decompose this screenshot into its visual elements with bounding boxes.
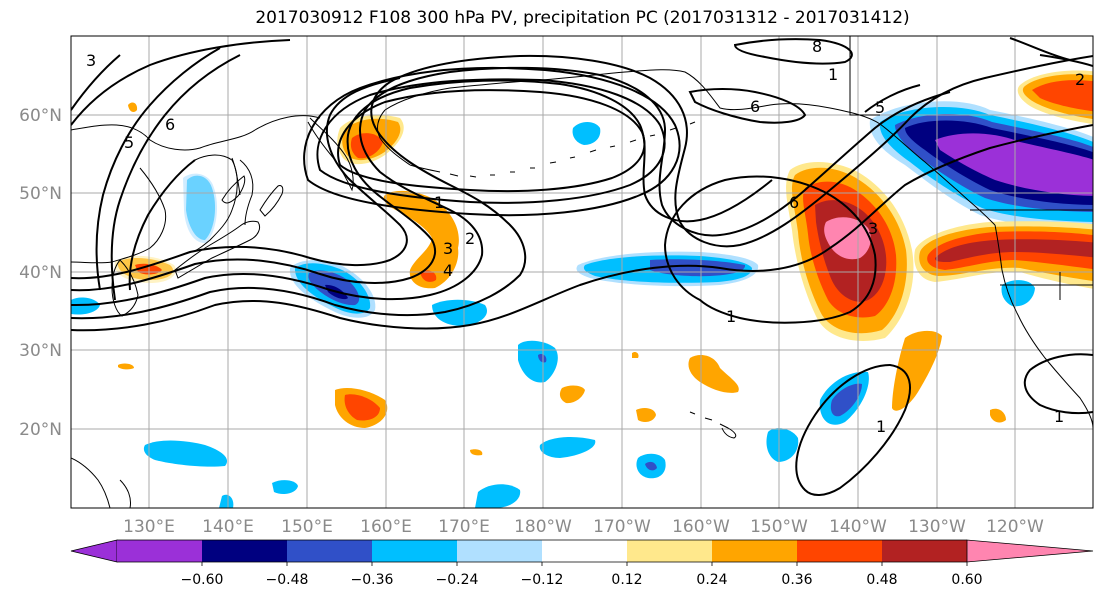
colorbar-tick: 0.12 [611,572,642,588]
colorbar-segment [457,540,542,562]
lon-label: 120°W [986,517,1044,537]
colorbar-segment [202,540,287,562]
lon-label: 170°E [438,517,490,537]
contour-label: 6 [789,193,799,212]
colorbar-tick: 0.24 [696,572,727,588]
contour-label: 1 [434,193,444,212]
latitude-labels: 60°N 50°N 40°N 30°N 20°N [19,106,62,440]
colorbar-tick: −0.36 [351,572,394,588]
contour-label: 4 [443,261,453,280]
lon-label: 130°W [908,517,966,537]
colorbar-segment [627,540,712,562]
contour-label: 3 [86,51,96,70]
contour-label: 3 [443,239,453,258]
colorbar-arrow-left [70,539,118,563]
colorbar-tick: 0.48 [866,572,897,588]
map-title: 2017030912 F108 300 hPa PV, precipitatio… [255,8,910,28]
colorbar-arrow-right [966,539,1094,563]
lon-label: 170°W [593,517,651,537]
contour-label: 2 [1075,70,1085,89]
colorbar-segment [117,540,202,562]
colorbar-segment [797,540,882,562]
longitude-labels: 130°E 140°E 150°E 160°E 170°E 180°W 170°… [123,517,1044,537]
lat-label: 60°N [19,106,62,126]
contour-label: 8 [812,37,822,56]
lon-label: 150°E [281,517,333,537]
colorbar-segment [287,540,372,562]
contour-label: 1 [876,417,886,436]
contour-label: 2 [465,229,475,248]
lat-label: 40°N [19,263,62,283]
contour-label: 6 [165,115,175,134]
lon-label: 140°W [829,517,887,537]
contour-label: 3 [868,219,878,238]
lat-label: 50°N [19,184,62,204]
lon-label: 140°E [202,517,254,537]
lon-label: 180°W [514,517,572,537]
colorbar-tick: −0.24 [436,572,479,588]
lat-label: 30°N [19,341,62,361]
colorbar-segment [542,540,627,562]
lat-label: 20°N [19,420,62,440]
contour-label: 5 [875,98,885,117]
gridlines [71,36,1093,508]
contour-label: 1 [828,65,838,84]
map-frame [70,35,1094,509]
colorbar-segment [372,540,457,562]
colorbar: −0.60 −0.48 −0.36 −0.24 −0.12 0.12 0.24 … [70,539,1094,588]
colorbar-tick: 0.36 [781,572,812,588]
contour-label: 5 [124,133,134,152]
contour-label: 1 [1054,407,1064,426]
colorbar-tick: −0.60 [181,572,224,588]
colorbar-tick: −0.48 [266,572,309,588]
lon-label: 160°W [672,517,730,537]
colorbar-tick: −0.12 [521,572,564,588]
colorbar-tick: 0.60 [951,572,982,588]
lon-label: 130°E [123,517,175,537]
lon-label: 160°E [360,517,412,537]
lon-label: 150°W [750,517,808,537]
contour-label: 1 [726,307,736,326]
pv-contours [71,37,1093,496]
contour-label: 6 [750,97,760,116]
colorbar-segment [712,540,797,562]
colorbar-segment [882,540,967,562]
contour-labels: 3 6 5 8 1 5 6 1 2 3 4 6 3 1 1 2 1 [86,37,1085,436]
